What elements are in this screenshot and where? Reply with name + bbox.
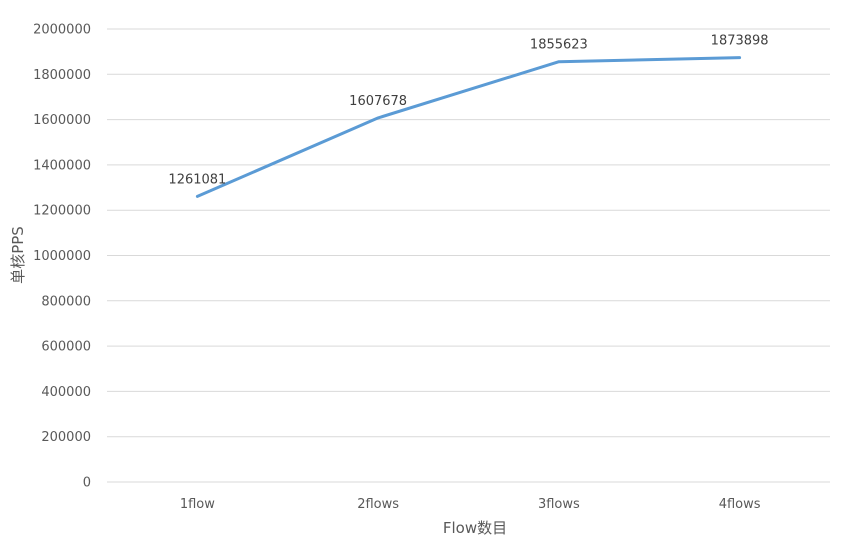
data-label: 1873898 [711, 34, 769, 49]
x-axis-title: Flow数目 [443, 519, 507, 537]
y-tick-label: 200000 [41, 430, 91, 445]
y-tick-label: 1600000 [33, 113, 91, 128]
y-tick-label: 400000 [41, 385, 91, 400]
y-tick-label: 0 [83, 476, 91, 491]
series-layer [197, 58, 739, 197]
y-axis-title: 单核PPS [9, 226, 27, 284]
y-tick-label: 1200000 [33, 204, 91, 219]
y-tick-label: 1800000 [33, 68, 91, 83]
data-label: 1855623 [530, 38, 588, 53]
data-labels: 1261081 1607678 1855623 1873898 [168, 34, 768, 188]
y-tick-label: 2000000 [33, 23, 91, 38]
data-label: 1607678 [349, 94, 407, 109]
data-label: 1261081 [168, 172, 226, 187]
x-tick-label: 3flows [538, 497, 580, 512]
x-tick-label: 4flows [719, 497, 761, 512]
x-tick-label: 2flows [357, 497, 399, 512]
y-tick-label: 1400000 [33, 158, 91, 173]
x-axis-ticks: 1flow 2flows 3flows 4flows [180, 497, 761, 512]
series-line [197, 58, 739, 197]
y-tick-label: 800000 [41, 294, 91, 309]
y-tick-label: 600000 [41, 340, 91, 355]
gridlines [107, 29, 830, 482]
x-tick-label: 1flow [180, 497, 215, 512]
y-tick-label: 1000000 [33, 249, 91, 264]
y-axis-ticks: 0 200000 400000 600000 800000 1000000 1200000 1… [33, 23, 91, 491]
